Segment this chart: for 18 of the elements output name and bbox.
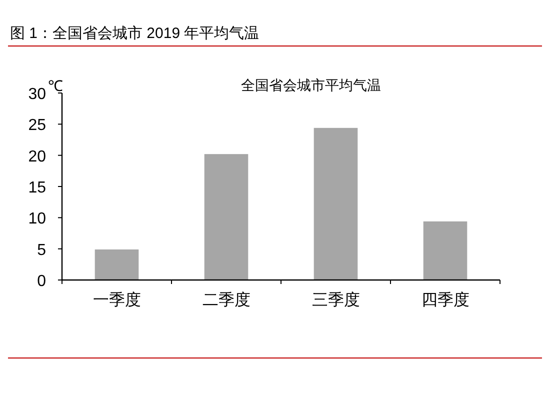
y-tick-label: 10 [28,210,46,228]
x-tick-label: 三季度 [312,291,360,309]
y-tick-label: 5 [37,242,46,259]
y-tick-label: 0 [37,273,46,290]
y-tick-label: 15 [28,180,46,196]
bar [204,154,248,280]
x-tick-label: 四季度 [421,291,470,309]
bar [314,128,358,280]
chart-subtitle: 全国省会城市平均气温 [241,77,381,93]
x-tick-label: 二季度 [202,291,250,309]
x-tick-label: 一季度 [92,291,141,309]
y-tick-label: 30 [28,86,46,103]
y-tick-label: 25 [28,117,46,134]
y-tick-label: 20 [28,148,46,166]
bar [94,249,139,280]
chart-title: 图 1：全国省会城市 2019 年平均气温 [10,25,260,42]
y-axis-title: ℃ [48,78,63,95]
bar [423,221,468,280]
